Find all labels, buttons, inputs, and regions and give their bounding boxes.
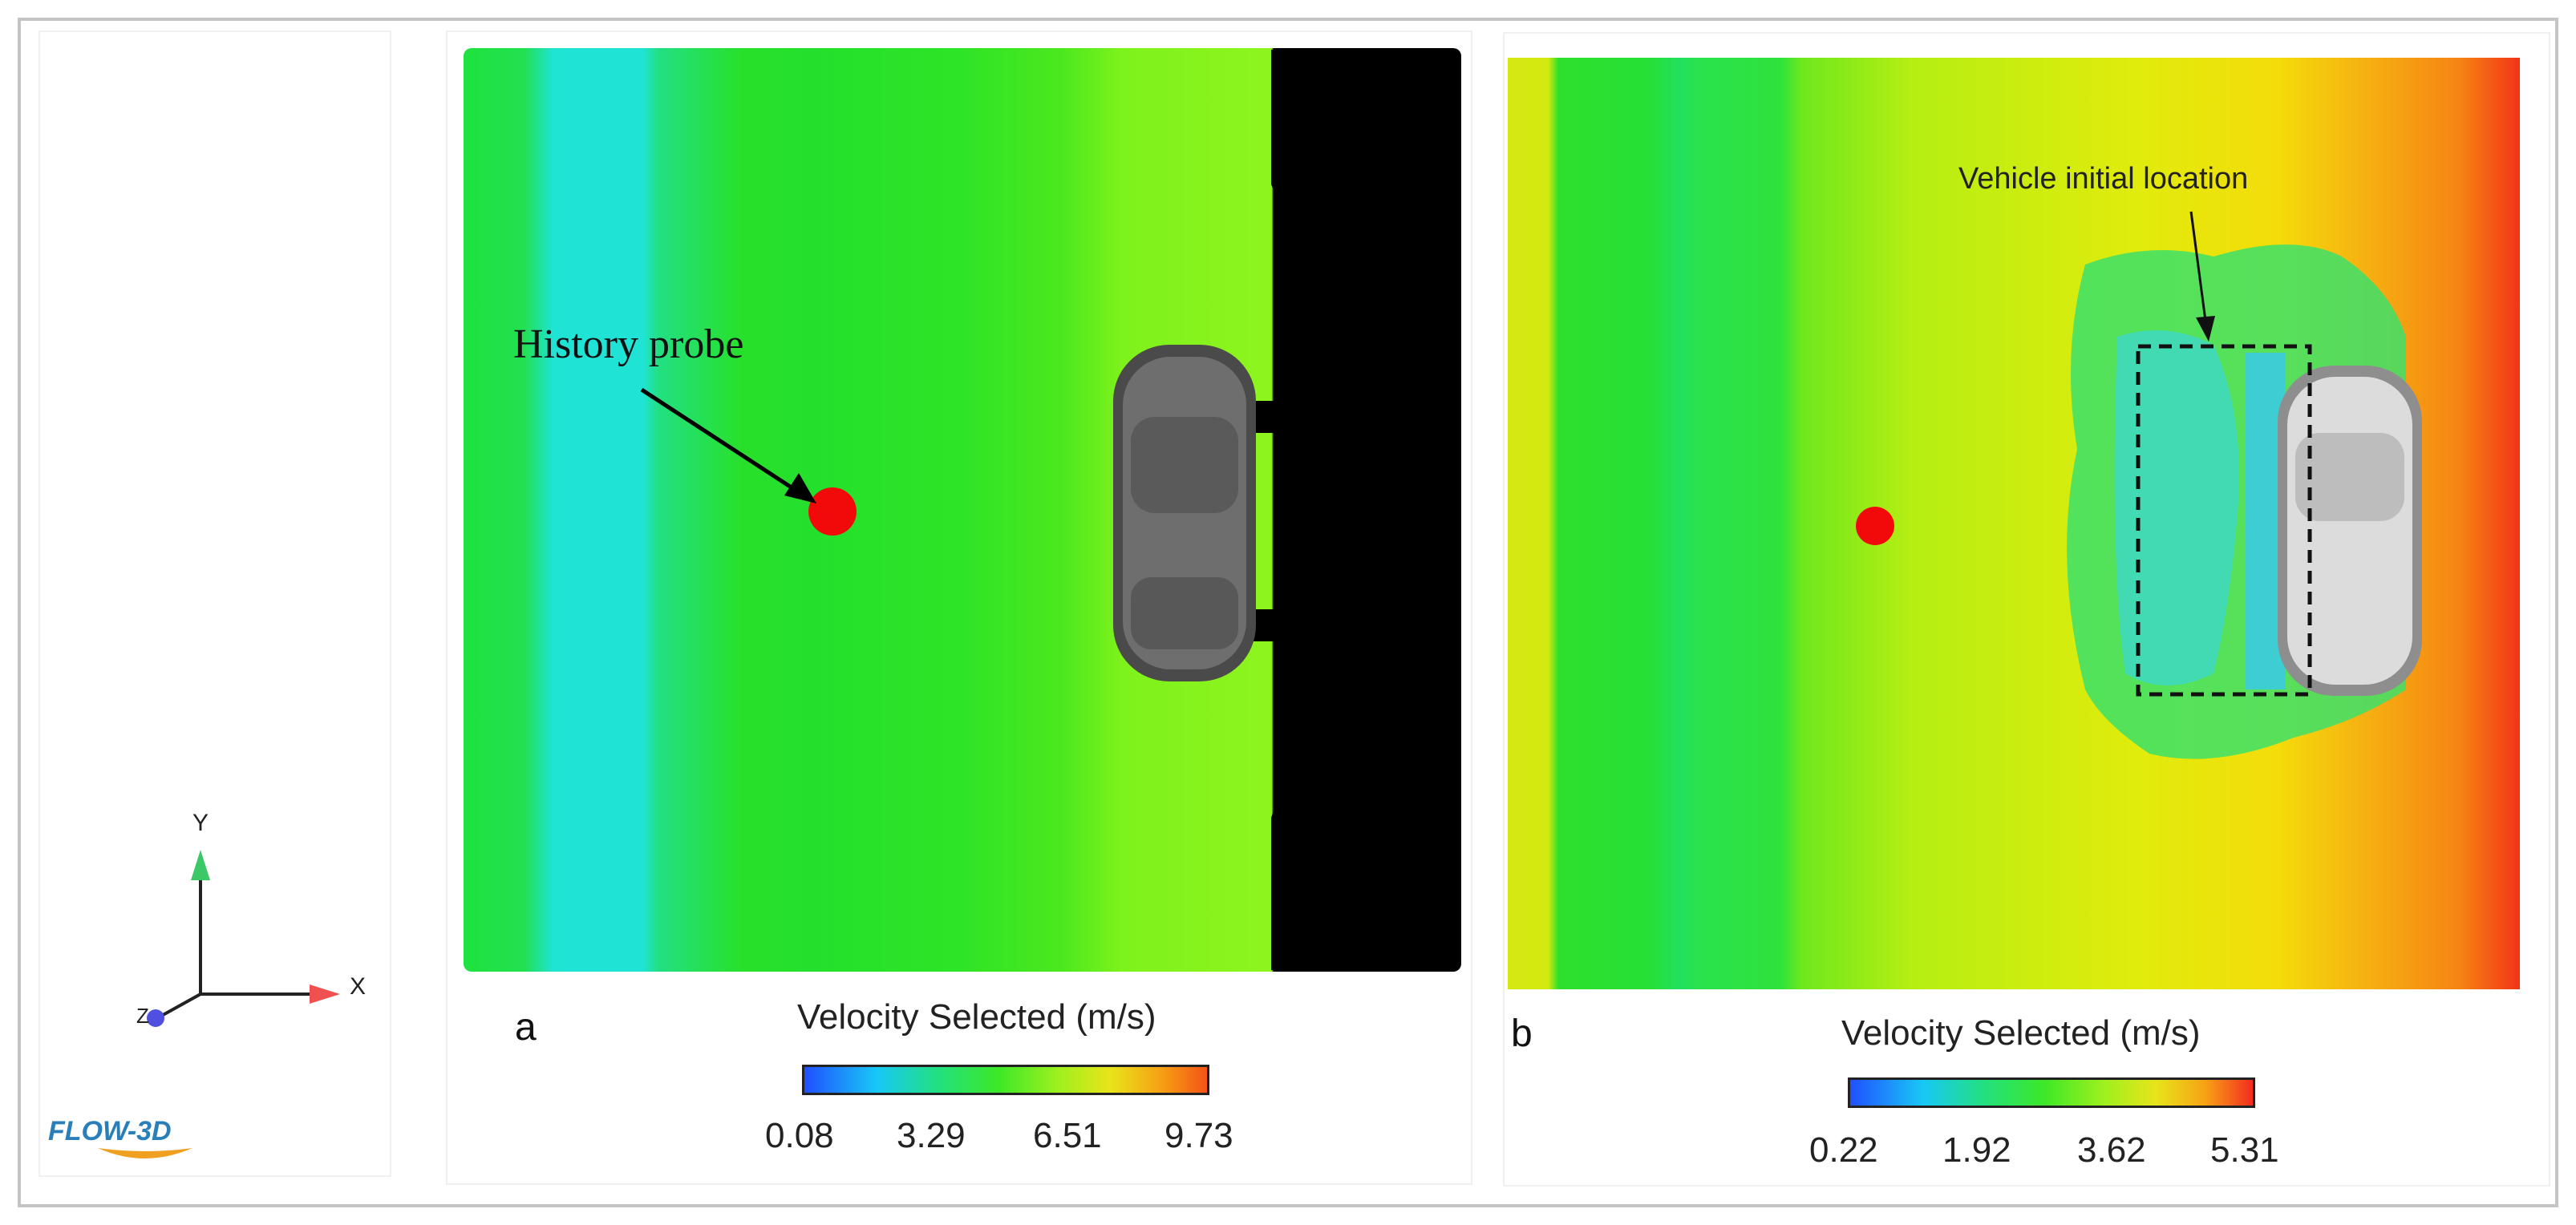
wake-core xyxy=(2114,330,2239,685)
colorbar-a-tick-2: 6.51 xyxy=(1033,1116,1102,1155)
colorbar-b-tick-0: 0.22 xyxy=(1809,1130,1878,1170)
probe-arrow-head-icon xyxy=(784,473,816,503)
wake-trail xyxy=(2246,353,2286,689)
annotation-arrow-head-icon xyxy=(2196,316,2215,342)
y-axis-arrow-icon xyxy=(191,850,210,880)
colorbar-a xyxy=(802,1065,1209,1095)
colorbar-a-tick-3: 9.73 xyxy=(1164,1116,1233,1155)
z-axis-dot-icon xyxy=(147,1009,164,1027)
annotation-arrow-line xyxy=(2189,211,2207,321)
vehicle-a-windshield xyxy=(1131,417,1238,513)
x-axis-label: X xyxy=(350,973,367,1000)
history-probe-a xyxy=(808,487,857,536)
axis-triad-panel xyxy=(38,30,391,1177)
colorbar-a-tick-1: 3.29 xyxy=(897,1116,966,1155)
dry-region-edge xyxy=(1251,50,1299,970)
z-axis-label: Z xyxy=(136,1004,149,1028)
vehicle-b-body xyxy=(2287,377,2412,685)
colorbar-a-tick-0: 0.08 xyxy=(765,1116,834,1155)
colorbar-b xyxy=(1848,1077,2255,1108)
colorbar-b-tick-1: 1.92 xyxy=(1942,1130,2011,1170)
vehicle-initial-location-box xyxy=(2136,344,2312,697)
vehicle-initial-location-label: Vehicle initial location xyxy=(1958,162,2249,196)
vehicle-b-windshield xyxy=(2295,433,2404,521)
y-axis-label: Y xyxy=(192,810,209,836)
x-axis-arrow-icon xyxy=(310,984,340,1004)
z-axis-line xyxy=(156,993,201,1020)
probe-label: History probe xyxy=(513,321,744,367)
vehicle-a-rear-window xyxy=(1131,577,1238,649)
probe-arrow-line xyxy=(640,387,800,495)
logo-swoosh-icon xyxy=(98,1148,192,1158)
colorbar-b-tick-2: 3.62 xyxy=(2077,1130,2146,1170)
colorbar-b-title: Velocity Selected (m/s) xyxy=(1841,1013,2201,1053)
flow3d-logo: FLOW-3D xyxy=(48,1116,172,1146)
colorbar-b-tick-3: 5.31 xyxy=(2210,1130,2279,1170)
panel-a-letter: a xyxy=(515,1006,537,1049)
history-probe-b xyxy=(1856,507,1894,545)
colorbar-a-title: Velocity Selected (m/s) xyxy=(797,997,1156,1037)
panel-b-letter: b xyxy=(1511,1013,1533,1055)
